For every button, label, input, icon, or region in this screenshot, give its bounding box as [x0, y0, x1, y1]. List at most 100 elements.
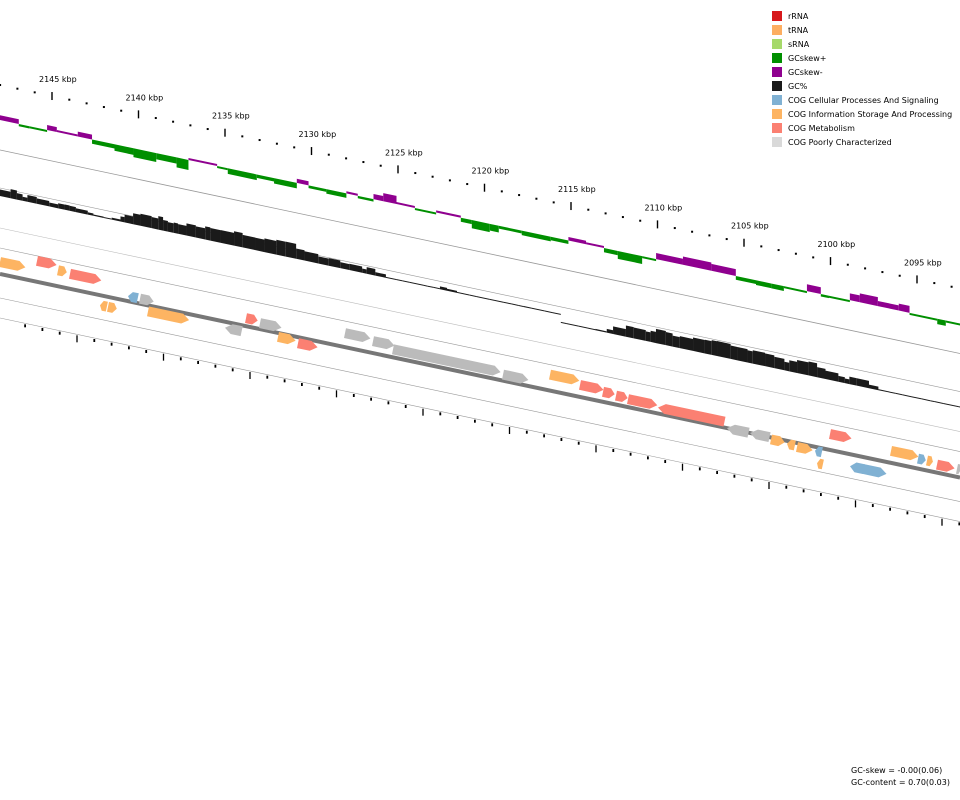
- gc-content-bar: [747, 350, 753, 364]
- legend-item: GCskew+: [772, 51, 952, 65]
- legend-swatch: [772, 67, 782, 77]
- gc-content-bar: [173, 222, 179, 234]
- legend-swatch: [772, 25, 782, 35]
- gc-content-bar: [264, 238, 277, 255]
- gc-skew-track: [0, 115, 960, 326]
- gc-content-bar: [650, 330, 656, 344]
- gc-content-bar: [613, 326, 626, 337]
- gc-content-bar: [625, 325, 634, 339]
- legend-swatch: [772, 109, 782, 119]
- gc-content-bar: [544, 310, 553, 314]
- tick-label: 2095 kbp: [904, 258, 942, 267]
- legend-label: tRNA: [788, 25, 809, 35]
- gc-skew-positive-bar: [357, 195, 374, 202]
- gc-skew-negative-bar: [373, 193, 384, 202]
- cog-feature: [627, 394, 658, 409]
- gc-content-bar: [587, 327, 596, 331]
- gc-skew-positive-bar: [735, 275, 757, 284]
- gc-content-bar: [242, 234, 256, 251]
- gc-content-bar: [489, 298, 495, 301]
- legend-label: COG Metabolism: [788, 123, 855, 133]
- cog-feature: [392, 344, 501, 376]
- tick-label: 2140 kbp: [126, 93, 164, 102]
- cog-feature: [139, 293, 154, 306]
- gc-content-bar: [469, 294, 477, 298]
- cog-feature: [615, 390, 628, 402]
- cog-feature: [579, 380, 604, 394]
- cog-feature: [36, 256, 57, 269]
- gc-skew-negative-bar: [877, 300, 899, 311]
- cog-feature: [107, 302, 117, 313]
- gc-content-bar: [423, 284, 428, 287]
- gc-content-bar: [511, 303, 519, 306]
- cog-feature: [147, 306, 190, 324]
- gc-skew-positive-bar: [617, 250, 643, 264]
- gc-content-bar: [887, 391, 896, 394]
- gc-content-bar: [930, 400, 935, 403]
- inner-tick-marks: [24, 324, 960, 526]
- gc-skew-positive-bar: [176, 157, 189, 170]
- gc-content-bar: [476, 296, 490, 300]
- cog-feature: [829, 429, 852, 442]
- gc-content-bar: [868, 384, 879, 391]
- gc-content-bar: [124, 214, 134, 225]
- gc-content-bar: [552, 312, 561, 315]
- cog-feature: [225, 324, 243, 337]
- gc-skew-positive-bar: [756, 280, 772, 289]
- gc-content-bar: [439, 286, 448, 291]
- legend-item: GC%: [772, 79, 952, 93]
- gc-content-bar: [409, 281, 424, 286]
- gc-content-bar: [195, 226, 206, 240]
- gc-content-bar: [566, 323, 579, 327]
- cog-feature: [549, 369, 580, 385]
- gc-skew-positive-bar: [937, 318, 946, 326]
- gc-content-bar: [856, 378, 869, 389]
- gc-content-bar: [402, 280, 410, 283]
- cog-feature: [936, 459, 955, 472]
- gc-content-bar: [849, 376, 857, 386]
- gc-skew-positive-bar: [156, 153, 177, 164]
- gc-skew-positive-bar: [550, 236, 569, 244]
- gc-content-bar: [679, 336, 694, 351]
- legend-swatch: [772, 95, 782, 105]
- cog-feature: [297, 338, 318, 351]
- gc-content-bar: [518, 304, 524, 307]
- legend-item: COG Poorly Characterized: [772, 135, 952, 149]
- gc-content-bar: [645, 331, 651, 342]
- gc-content-bar: [93, 214, 104, 218]
- gc-skew-positive-bar: [92, 139, 115, 149]
- gc-content-bar: [808, 361, 818, 378]
- gc-skew-negative-bar: [77, 131, 93, 140]
- cog-feature: [372, 336, 395, 350]
- gc-content-bar: [595, 328, 607, 333]
- legend-label: sRNA: [788, 39, 810, 49]
- cog-feature: [69, 268, 102, 284]
- cog-feature: [890, 446, 919, 461]
- cog-feature: [727, 424, 750, 438]
- gc-content-bar: [22, 196, 28, 202]
- gc-skew-negative-bar: [849, 293, 860, 303]
- gc-content-bar: [296, 248, 305, 261]
- cog-feature: [602, 386, 615, 399]
- gc-skew-positive-bar: [642, 256, 657, 262]
- gc-content-bar: [120, 216, 125, 223]
- gc-content-bar: [205, 226, 211, 241]
- legend: rRNA tRNA sRNA GCskew+ GCskew- GC% COG Cellula…: [772, 9, 952, 149]
- stats-panel: GC-skew = -0.00(0.06) GC-content = 0.70(…: [851, 766, 950, 790]
- legend-item: tRNA: [772, 23, 952, 37]
- gc-skew-positive-bar: [771, 283, 784, 291]
- gc-content-bar: [16, 193, 23, 201]
- legend-swatch: [772, 137, 782, 147]
- gc-skew-positive-bar: [828, 295, 850, 303]
- gc-content-bar: [934, 401, 944, 404]
- gc-skew-positive-bar: [820, 294, 829, 299]
- gc-skew-positive-bar: [603, 248, 618, 256]
- cog-feature: [917, 453, 926, 465]
- gc-content-bar: [665, 332, 673, 347]
- outer-tick-marks: [0, 84, 953, 288]
- gc-content-bar: [921, 398, 931, 402]
- gc-content-bar: [69, 205, 76, 213]
- gc-content-bar: [789, 360, 798, 373]
- gc-content-bar: [911, 396, 922, 400]
- tick-label: 2100 kbp: [818, 240, 856, 249]
